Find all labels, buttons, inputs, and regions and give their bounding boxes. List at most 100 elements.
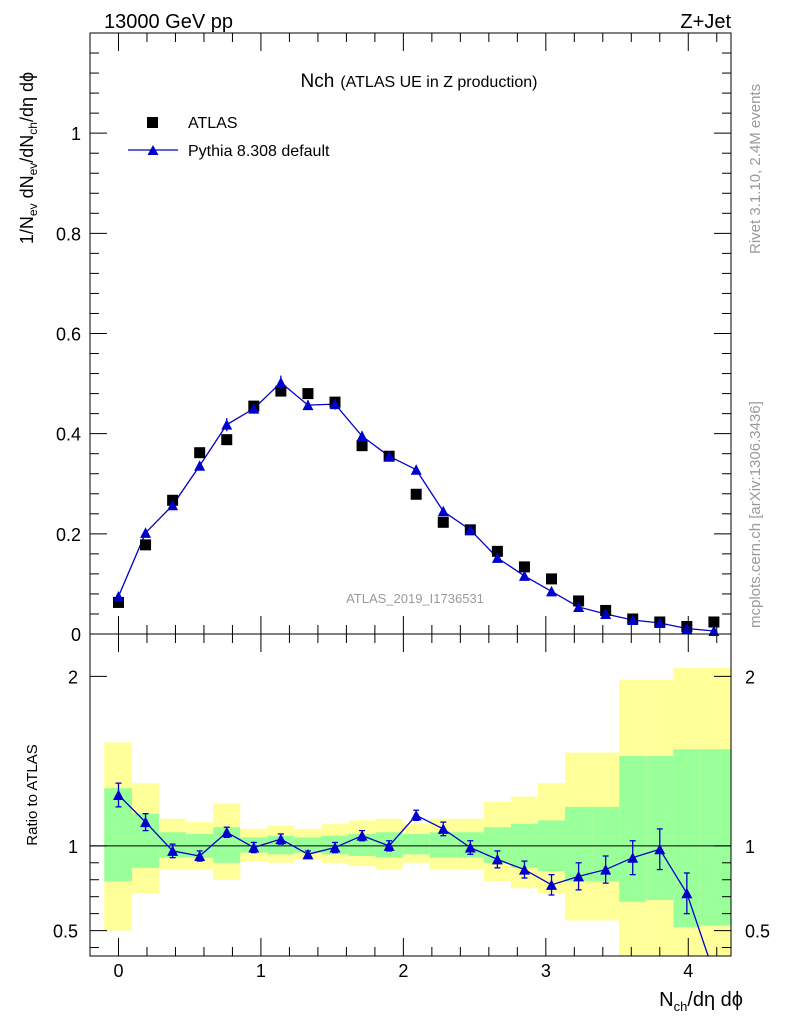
plot-title: Nch (ATLAS UE in Z production) (301, 71, 538, 92)
ratio-series-group (112, 782, 709, 956)
ratio-band-green (646, 756, 674, 901)
ratio-y-tick-label-right: 2 (745, 667, 755, 687)
atlas-data-point (546, 573, 558, 585)
pythia-data-point (708, 625, 720, 636)
ratio-band-green (619, 756, 647, 902)
x-tick-label: 3 (541, 961, 551, 981)
atlas-data-point (437, 516, 449, 528)
atlas-data-point (708, 616, 720, 628)
ratio-y-tick-label-right: 0.5 (745, 922, 770, 942)
pythia-data-point (329, 398, 341, 410)
pythia-data-point (383, 450, 395, 462)
ratio-y-tick-label-right: 1 (745, 837, 755, 857)
pythia-data-point (573, 601, 585, 612)
pythia-data-point (410, 464, 422, 475)
atlas-data-point (356, 440, 368, 452)
analysis-watermark: ATLAS_2019_I1736531 (346, 591, 484, 606)
pythia-data-point (302, 399, 314, 411)
pythia-data-point (491, 552, 503, 563)
legend: ATLAS Pythia 8.308 default (128, 115, 330, 160)
ratio-y-tick-label-left: 1 (68, 837, 78, 857)
top-y-tick-label: 0.8 (56, 224, 81, 244)
ratio-data-point (546, 879, 558, 890)
pythia-data-point (654, 617, 666, 628)
legend-pythia-marker (147, 145, 159, 155)
header-energy-label: 13000 GeV pp (104, 11, 233, 33)
top-y-tick-label: 0.2 (56, 525, 81, 545)
ratio-band-green (348, 833, 376, 857)
ratio-data-point (437, 823, 449, 834)
atlas-data-point (275, 385, 287, 397)
pythia-data-point (681, 622, 693, 634)
pythia-data-point (464, 524, 476, 535)
pythia-data-point (221, 419, 233, 430)
ratio-y-tick-label-left: 2 (68, 667, 78, 687)
pythia-data-point (112, 590, 124, 602)
x-tick-label: 2 (398, 961, 408, 981)
ratio-data-point (221, 826, 233, 838)
ratio-data-point (167, 845, 179, 856)
ratio-data-point (383, 840, 395, 851)
ratio-data-point (518, 864, 530, 875)
atlas-data-point (491, 545, 503, 557)
pythia-data-point (600, 608, 612, 619)
pythia-data-point (437, 505, 449, 517)
ratio-band-green (429, 832, 457, 858)
ratio-data-point (356, 830, 368, 841)
ratio-data-point (329, 842, 341, 853)
atlas-data-point (140, 539, 152, 551)
x-tick-label: 0 (113, 961, 123, 981)
ratio-data-point (410, 809, 422, 821)
atlas-data-point (221, 434, 233, 446)
atlas-data-point (410, 488, 422, 500)
pythia-data-point (627, 614, 639, 625)
pythia-data-point (518, 570, 530, 581)
ratio-data-point (627, 852, 639, 863)
x-tick-label: 1 (256, 961, 266, 981)
ratio-data-point (112, 789, 124, 800)
mcplots-info-label: mcplots.cern.ch [arXiv:1306.3436] (747, 401, 764, 628)
top-y-tick-label: 0 (71, 625, 81, 645)
ratio-data-point (194, 850, 206, 862)
ratio-data-point (302, 848, 314, 860)
top-y-axis-title: 1/Nev dNev/dNch/dη dϕ (17, 72, 40, 244)
ratio-band-green (294, 837, 322, 853)
ratio-data-point (275, 833, 287, 845)
plot-title-main: Nch (301, 71, 335, 92)
ratio-data-point (681, 887, 693, 899)
ratio-band-green (402, 833, 430, 855)
atlas-data-point (573, 595, 585, 607)
top-y-tick-label: 1 (71, 124, 81, 144)
ratio-data-point (140, 816, 152, 828)
atlas-data-point (112, 596, 124, 608)
top-y-tick-label: 0.6 (56, 325, 81, 345)
ratio-data-point (600, 864, 612, 875)
ratio-y-axis-title: Ratio to ATLAS (24, 744, 41, 845)
pythia-data-point (356, 430, 368, 442)
atlas-data-point (302, 388, 314, 400)
pythia-data-point (167, 499, 179, 511)
ratio-data-point (248, 842, 260, 853)
pythia-data-point (140, 527, 152, 538)
ratio-data-point (464, 842, 476, 853)
plot-title-sub: (ATLAS UE in Z production) (340, 74, 537, 91)
legend-atlas-marker (147, 117, 158, 128)
pythia-data-point (194, 460, 206, 471)
ratio-data-point (491, 853, 503, 865)
top-panel-frame (89, 32, 732, 635)
top-y-tick-label: 0.4 (56, 425, 81, 445)
rivet-info-label: Rivet 3.1.10, 2.4M events (747, 84, 764, 254)
ratio-band-green (267, 835, 295, 855)
ratio-data-point (573, 870, 585, 882)
ratio-data-point (654, 843, 666, 855)
ratio-y-tick-label-left: 0.5 (53, 922, 78, 942)
header-process-label: Z+Jet (680, 11, 731, 33)
pythia-data-point (546, 585, 558, 597)
ratio-band-green (700, 749, 731, 926)
x-axis-title: Nch/dη dϕ (659, 989, 743, 1014)
legend-pythia-label: Pythia 8.308 default (188, 143, 330, 160)
x-tick-label: 4 (683, 961, 693, 981)
pythia-data-point (275, 377, 287, 388)
atlas-data-point (194, 447, 206, 459)
